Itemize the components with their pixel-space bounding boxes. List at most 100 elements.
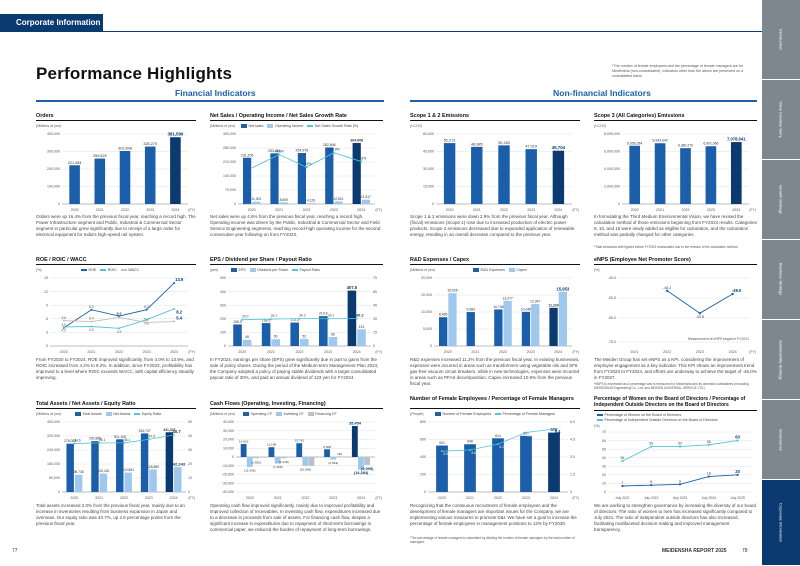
data-label: 259,625 xyxy=(93,154,107,158)
data-label: 4.1 xyxy=(499,445,504,449)
bar-net-sales xyxy=(242,157,252,204)
y-tick-label: 280,000 xyxy=(223,146,236,150)
bar-dividend xyxy=(300,338,309,346)
bar xyxy=(69,165,80,204)
payout-point xyxy=(269,318,272,321)
scope12-unit: (t-CO2) xyxy=(410,124,422,128)
roe-unit: (%) xyxy=(36,268,42,272)
board-point xyxy=(650,484,653,487)
y-tick-label: 4,000,000 xyxy=(604,167,620,171)
data-label: 37.6 xyxy=(148,434,155,438)
data-label: 11,224 xyxy=(548,303,558,307)
y-tick-label: 15 xyxy=(44,276,48,280)
legend-swatch xyxy=(276,412,283,417)
y-tick-label: 6 xyxy=(46,317,48,321)
legend-label: ROE xyxy=(88,268,97,272)
page-number-right: 78 xyxy=(742,548,748,554)
legend-swatch xyxy=(75,412,81,417)
data-label: 9 xyxy=(679,479,681,483)
board-chart: 0 10 20 30 40 50 60 70 July 2021 July 2022 July 20… xyxy=(602,430,752,500)
legend-swatch xyxy=(231,268,237,273)
x-axis-unit: (FY) xyxy=(188,350,195,354)
legend-swatch xyxy=(120,269,127,271)
x-axis-unit: (FY) xyxy=(749,208,756,212)
y-tick-label: 10 xyxy=(602,482,606,486)
sidebar-tab-governance[interactable]: Governance xyxy=(762,400,800,480)
y-tick-label: 8,000,000 xyxy=(604,132,620,136)
data-label: 6.3 xyxy=(117,313,122,317)
y-tick-label: 240,000 xyxy=(47,448,60,452)
y2-tick-label: 20 xyxy=(188,462,192,466)
net-sales-unit: (Millions of yen) xyxy=(210,124,236,128)
y-tick-label: 20 xyxy=(602,473,606,477)
bar-eps xyxy=(319,316,328,346)
sidebar-tab-sustainability[interactable]: Sustainability Strategy xyxy=(762,320,800,400)
sidebar-tab-introduction[interactable]: Introduction xyxy=(762,0,800,80)
cashflow-description: Operating cash flow improved significant… xyxy=(210,503,381,533)
bar xyxy=(119,150,131,204)
data-label: 5.4 xyxy=(176,316,182,321)
data-label: 172.3 xyxy=(290,318,299,322)
x-tick-label: 2020 xyxy=(60,350,68,354)
sidebar-tab-corporate-information[interactable]: Corporate Information xyxy=(762,480,800,566)
x-axis-unit: (FY) xyxy=(188,496,195,500)
data-label: 55 xyxy=(707,440,711,444)
bar-net-sales xyxy=(352,143,361,204)
point xyxy=(118,316,120,319)
bar-eps xyxy=(261,323,271,346)
bar-rd xyxy=(494,309,503,346)
x-tick-label: July 2021 xyxy=(615,496,630,500)
data-label: 30.1 xyxy=(328,314,335,318)
sidebar-tab-value-creation[interactable]: Value Creation Story xyxy=(762,80,800,160)
data-label: 614 xyxy=(495,434,501,438)
y-tick-label: 70,000 xyxy=(225,188,236,192)
bar-financing-cf xyxy=(252,457,259,459)
sidebar-tab-business-strategy[interactable]: Business Strategy xyxy=(762,240,800,320)
y2-tick-label: 0 xyxy=(373,344,375,348)
point xyxy=(145,308,148,311)
board-point xyxy=(650,445,653,448)
bar-dividend xyxy=(328,337,338,346)
data-label: 50,283 xyxy=(498,141,510,145)
data-label: 254,978 xyxy=(296,149,309,153)
x-tick-label: 2024 xyxy=(357,496,365,500)
point xyxy=(145,321,148,324)
y-tick-label: 100 xyxy=(220,331,226,335)
page-title: Performance Highlights xyxy=(36,64,233,83)
legend-swatch xyxy=(81,269,87,271)
y-tick-label: 20,000 xyxy=(223,438,234,442)
legend-label: Number of Female Employees xyxy=(442,412,492,416)
bar-dividend xyxy=(271,339,280,346)
data-label: -48.2 xyxy=(663,286,671,290)
sidebar-tab-label: Growth Strategy xyxy=(778,185,784,214)
y-tick-label: 20,000 xyxy=(421,276,432,280)
data-label: (10,046) xyxy=(300,467,312,471)
bar-capex xyxy=(503,300,512,346)
data-label: (9,005) xyxy=(361,466,374,471)
x-tick-label: 2022 xyxy=(303,208,311,212)
bar-female-employees xyxy=(436,445,448,492)
female-managers-point xyxy=(553,428,555,430)
rd-chart: 0 5,000 10,000 15,000 20,000 2020 2021 2022 2023… xyxy=(421,276,579,354)
data-label: 20 xyxy=(735,469,740,474)
payout-point xyxy=(298,317,301,320)
data-label: 4.0 xyxy=(61,323,66,327)
y-tick-label: 0 xyxy=(424,490,426,494)
legend-label: EPS xyxy=(238,268,246,272)
sidebar-tab-growth-strategy[interactable]: Growth Strategy xyxy=(762,160,800,240)
legend-label: Dividend per Share xyxy=(257,268,288,272)
data-label: 21,517 xyxy=(361,195,371,199)
data-label: (7,468) xyxy=(273,465,283,469)
y2-tick-label: 6.0 xyxy=(570,420,575,424)
board-point xyxy=(678,483,682,486)
y-tick-label: 140,000 xyxy=(223,174,236,178)
data-label: 8,669 xyxy=(280,198,288,202)
board-point xyxy=(621,460,624,463)
y-tick-label: 9 xyxy=(46,303,48,307)
legend-swatch xyxy=(473,268,479,273)
legend-label: Net sales xyxy=(248,124,264,128)
net-sales-legend: Net sales Operating income Net Sales Gro… xyxy=(238,124,358,129)
x-tick-label: 2022 xyxy=(663,350,671,354)
bar-rd xyxy=(439,317,448,346)
data-label: 29.7 xyxy=(271,314,278,318)
